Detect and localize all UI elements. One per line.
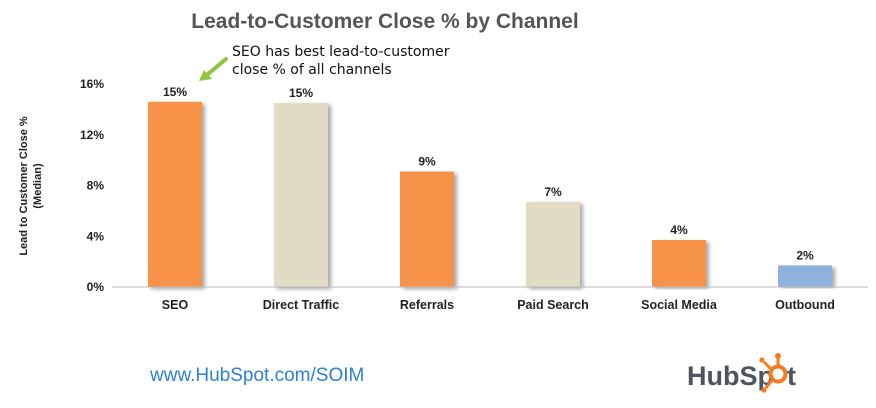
y-tick-label: 4% bbox=[87, 229, 105, 243]
annotation-arrow-icon bbox=[199, 57, 228, 81]
sprocket-icon bbox=[759, 353, 788, 393]
bar bbox=[274, 103, 328, 287]
data-label: 9% bbox=[418, 155, 436, 169]
annotation: SEO has best lead-to-customer close % of… bbox=[199, 44, 450, 81]
bar bbox=[400, 171, 454, 287]
data-label: 2% bbox=[796, 248, 814, 262]
y-tick-label: 16% bbox=[80, 77, 104, 91]
annotation-line2: close % of all channels bbox=[232, 62, 392, 78]
y-axis-label-line1: Lead to Customer Close % bbox=[18, 116, 30, 256]
bar bbox=[652, 240, 706, 287]
x-tick-label: Outbound bbox=[775, 298, 835, 312]
hubspot-logo-text-left: HubSp bbox=[687, 361, 774, 391]
bar bbox=[778, 265, 832, 287]
x-tick-label: Paid Search bbox=[517, 298, 589, 312]
data-label: 15% bbox=[289, 86, 313, 100]
hubspot-logo: HubSp t bbox=[687, 353, 796, 393]
hubspot-logo-text-right: t bbox=[787, 361, 796, 391]
x-tick-label: SEO bbox=[162, 298, 189, 312]
footer-url: www.HubSpot.com/SOIM bbox=[149, 365, 364, 386]
x-tick-label: Referrals bbox=[400, 298, 454, 312]
y-axis-label-line2: (Median) bbox=[32, 163, 44, 209]
x-tick-label: Social Media bbox=[641, 298, 718, 312]
chart-title: Lead-to-Customer Close % by Channel bbox=[191, 10, 578, 33]
bars bbox=[148, 101, 832, 287]
x-tick-label: Direct Traffic bbox=[263, 298, 339, 312]
annotation-line1: SEO has best lead-to-customer bbox=[232, 44, 450, 60]
bar bbox=[526, 201, 580, 287]
bar bbox=[148, 101, 202, 287]
y-axis-ticks: 0% 4% 8% 12% 16% bbox=[80, 77, 104, 294]
y-tick-label: 12% bbox=[80, 128, 104, 142]
category-labels: SEO Direct Traffic Referrals Paid Search Soc… bbox=[162, 298, 835, 312]
data-label: 7% bbox=[544, 185, 562, 199]
y-tick-label: 8% bbox=[87, 179, 105, 193]
data-labels: 15% 15% 9% 7% 4% 2% bbox=[163, 85, 814, 263]
y-tick-label: 0% bbox=[87, 280, 105, 294]
data-label: 15% bbox=[163, 85, 187, 99]
y-axis-title: Lead to Customer Close % (Median) bbox=[18, 116, 44, 256]
data-label: 4% bbox=[670, 223, 688, 237]
